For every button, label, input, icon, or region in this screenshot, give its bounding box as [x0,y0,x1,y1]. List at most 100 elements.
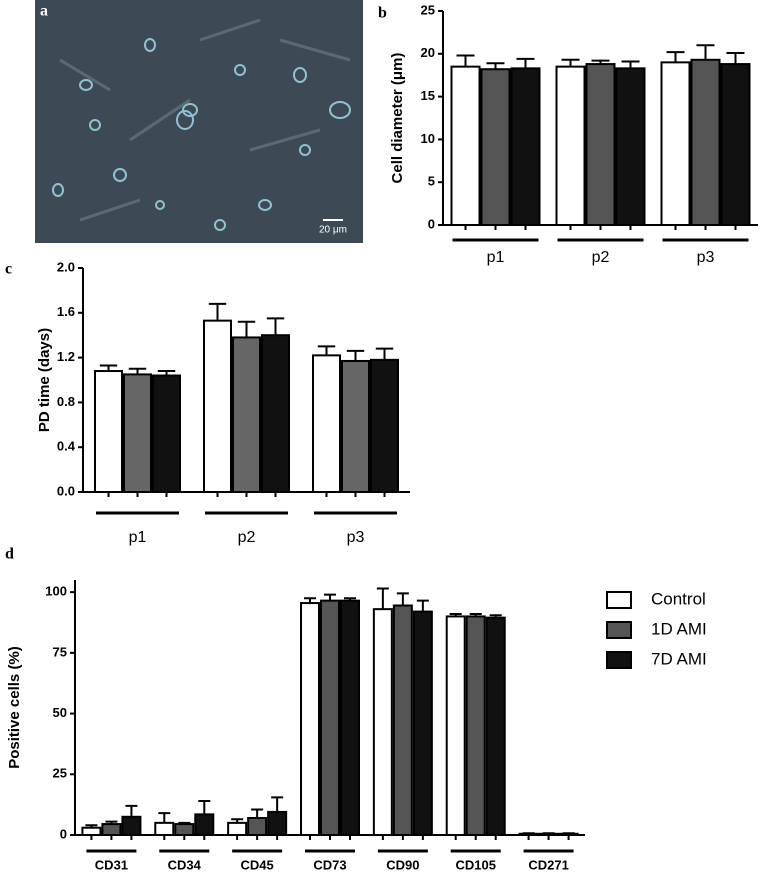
bar [555,65,586,226]
error-bar [237,320,256,338]
bar [480,68,511,227]
bar [372,608,393,837]
bar [720,63,751,226]
x-tick-label: p2 [238,529,256,546]
error-bar [99,364,118,372]
bar [267,810,288,837]
y-tick-label: 100 [45,584,67,599]
bar [227,821,248,836]
error-bar [271,796,284,812]
y-tick-label: 0 [60,826,67,841]
x-tick-label: CD73 [313,857,346,872]
y-tick-label: 2.0 [57,259,75,274]
error-bar [158,812,171,823]
error-bar [317,345,336,356]
error-bar [376,587,389,610]
bar [312,354,341,493]
panel-label: c [5,261,12,278]
bar [203,319,232,494]
bar [194,813,215,836]
error-bar [449,613,462,617]
error-bar [375,347,394,360]
x-tick-label: p2 [592,249,610,266]
y-tick-label: 75 [53,644,67,659]
error-bar [696,44,715,60]
error-bar [266,317,285,336]
bar [123,373,152,493]
y-tick-label: 5 [428,174,435,189]
error-bar [561,58,580,67]
bar [261,334,290,494]
legend-swatch [606,591,632,609]
error-bar [251,808,264,818]
bar [445,615,466,837]
bar [152,374,181,493]
x-tick-label: CD271 [528,857,568,872]
y-tick-label: 0.4 [57,439,76,454]
bar [660,61,691,226]
bar [121,815,142,836]
bar [247,817,268,836]
y-axis-label: Cell diameter (μm) [389,53,406,184]
micrograph: 20 μm a [35,0,363,243]
error-bar [304,597,316,604]
error-bar [516,57,535,69]
x-tick-label: CD105 [455,857,495,872]
legend-label: 1D AMI [651,619,707,638]
bar [340,599,360,837]
legend-label: 7D AMI [651,649,707,668]
x-tick-label: p3 [697,249,715,266]
error-bar [157,370,176,376]
bar [154,821,175,836]
error-bar [469,613,482,617]
x-tick-label: CD90 [386,857,419,872]
scale-bar-label: 20 μm [319,225,347,236]
bar [485,616,506,837]
y-tick-label: 20 [421,45,435,60]
error-bar [85,824,98,828]
x-tick-label: p1 [129,529,147,546]
legend-label: Control [651,589,706,608]
error-bar [208,302,227,321]
error-bar [666,51,685,63]
error-bar [346,349,365,361]
error-bar [198,800,211,815]
error-bar [726,51,745,65]
bar [81,826,102,837]
error-bar [125,804,138,817]
y-tick-label: 50 [53,705,67,720]
y-tick-label: 25 [421,2,435,17]
bar [232,336,261,493]
error-bar [324,593,336,601]
y-axis-label: PD time (days) [36,328,53,432]
x-tick-label: CD45 [241,857,274,872]
bar [450,65,481,226]
bar [341,359,370,493]
y-tick-label: 0.8 [57,394,75,409]
y-tick-label: 1.2 [57,349,75,364]
y-tick-label: 10 [421,131,435,146]
error-bar [486,62,505,70]
error-bar [456,54,475,67]
x-tick-label: p1 [487,249,505,266]
error-bar [231,818,244,823]
error-bar [489,614,502,618]
error-bar [178,821,191,825]
y-tick-label: 1.6 [57,304,75,319]
bar [300,602,320,836]
error-bar [396,592,409,606]
bar [615,67,646,226]
bar [320,599,340,837]
x-tick-label: CD31 [95,857,128,872]
bar [94,370,123,494]
bar [370,358,399,493]
y-axis-label: Positive cells (%) [6,646,23,769]
panel-label: d [5,546,14,563]
error-bar [416,599,429,612]
bar [101,823,122,836]
legend-swatch [606,651,632,669]
error-bar [105,820,118,825]
error-bar [128,367,147,375]
bar [392,604,413,836]
